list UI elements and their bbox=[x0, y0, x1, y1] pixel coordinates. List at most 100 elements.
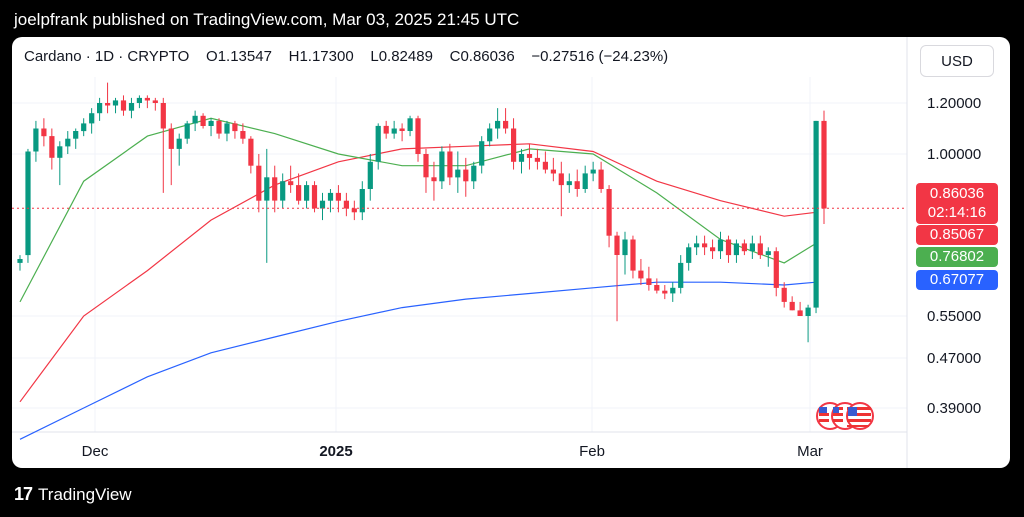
candle-body bbox=[304, 185, 310, 201]
candle-body bbox=[686, 247, 692, 263]
currency-button[interactable]: USD bbox=[920, 45, 994, 77]
candle-body bbox=[694, 243, 700, 248]
candle-body bbox=[638, 270, 644, 279]
candle-body bbox=[136, 97, 142, 103]
published-header: joelpfrank published on TradingView.com,… bbox=[14, 10, 520, 29]
candle-body bbox=[240, 131, 246, 139]
y-tick-label: 0.39000 bbox=[927, 400, 981, 417]
candle-body bbox=[288, 181, 294, 186]
tradingview-logo-icon: 17 bbox=[14, 484, 33, 504]
candle-body bbox=[423, 154, 429, 178]
ma-blue-line bbox=[19, 281, 817, 440]
candle-body bbox=[25, 151, 31, 256]
candle-body bbox=[614, 235, 620, 255]
candle-body bbox=[319, 200, 326, 209]
candle-body bbox=[399, 128, 405, 131]
x-tick-label: Feb bbox=[579, 443, 605, 460]
candle-body bbox=[184, 123, 190, 139]
y-tick-label: 1.00000 bbox=[927, 146, 981, 163]
candle-body bbox=[57, 146, 63, 158]
ma-red-badge: 0.85067 bbox=[916, 225, 998, 245]
x-tick-label: Dec bbox=[82, 443, 109, 460]
candle-body bbox=[407, 118, 413, 131]
candle-body bbox=[105, 103, 111, 106]
candle-body bbox=[590, 169, 596, 174]
candle-body bbox=[606, 189, 612, 236]
candle-body bbox=[216, 120, 222, 134]
candle-body bbox=[495, 120, 501, 129]
low-value: L0.82489 bbox=[370, 48, 433, 65]
candle-body bbox=[558, 173, 564, 186]
candle-body bbox=[757, 243, 763, 256]
ohlc-legend: Cardano · 1D · CRYPTO O1.13547 H1.17300 … bbox=[24, 48, 668, 65]
candle-body bbox=[296, 185, 302, 201]
candle-body bbox=[550, 169, 556, 174]
candle-body bbox=[160, 103, 166, 129]
candle-body bbox=[280, 181, 286, 201]
candle-body bbox=[479, 141, 485, 166]
candle-body bbox=[542, 161, 548, 170]
candle-body bbox=[749, 243, 755, 252]
candle-body bbox=[200, 115, 206, 126]
candle-body bbox=[487, 128, 493, 142]
candle-body bbox=[646, 278, 652, 285]
candle-body bbox=[343, 200, 349, 209]
candle-body bbox=[526, 154, 533, 158]
candle-body bbox=[256, 165, 262, 201]
candle-body bbox=[264, 177, 270, 201]
candle-body bbox=[511, 128, 517, 162]
chart-card: Dec 2025 Feb Mar 1.20000 1.00000 0.55000 0.470… bbox=[12, 37, 1010, 468]
candle-body bbox=[725, 239, 732, 256]
candle-body bbox=[503, 120, 509, 129]
candle-body bbox=[17, 259, 23, 263]
candle-body bbox=[120, 100, 127, 111]
candle-body bbox=[447, 151, 453, 178]
candle-body bbox=[144, 97, 150, 101]
tradingview-logo[interactable]: 17 TradingView bbox=[14, 484, 132, 505]
candle-body bbox=[566, 181, 572, 186]
candle-body bbox=[49, 136, 55, 158]
candle-body bbox=[662, 290, 668, 294]
ma-blue-badge: 0.67077 bbox=[916, 270, 998, 290]
candle-body bbox=[208, 120, 214, 126]
candle-body bbox=[702, 243, 708, 248]
moving-averages bbox=[19, 117, 817, 440]
grid-lines bbox=[12, 37, 908, 468]
candle-body bbox=[192, 115, 198, 124]
y-axis: 1.20000 1.00000 0.55000 0.47000 0.39000 bbox=[927, 95, 981, 417]
countdown-value: 02:14:16 bbox=[927, 204, 987, 221]
candle-body bbox=[97, 103, 103, 114]
candle-body bbox=[367, 161, 373, 189]
candle-body bbox=[375, 125, 381, 162]
candle-body bbox=[112, 100, 119, 106]
candle-body bbox=[439, 151, 445, 182]
candle-body bbox=[534, 157, 540, 162]
candle-body bbox=[351, 208, 357, 213]
candle-body bbox=[654, 285, 660, 291]
candle-body bbox=[168, 128, 174, 149]
candle-body bbox=[391, 128, 397, 134]
open-value: O1.13547 bbox=[206, 48, 272, 65]
y-tick-label: 0.55000 bbox=[927, 308, 981, 325]
x-axis: Dec 2025 Feb Mar bbox=[82, 443, 823, 460]
x-tick-label: 2025 bbox=[319, 443, 352, 460]
y-tick-label: 1.20000 bbox=[927, 95, 981, 112]
candle-body bbox=[335, 192, 341, 201]
candle-body bbox=[471, 165, 477, 182]
price-chart[interactable]: Dec 2025 Feb Mar 1.20000 1.00000 0.55000 0.470… bbox=[12, 37, 1010, 468]
symbol-label[interactable]: Cardano · 1D · CRYPTO bbox=[24, 48, 190, 65]
candle-body bbox=[232, 123, 238, 132]
y-tick-label: 0.47000 bbox=[927, 350, 981, 367]
last-price-badge: 0.86036 02:14:16 bbox=[916, 183, 998, 224]
candle-body bbox=[73, 131, 79, 139]
candle-body bbox=[518, 154, 525, 162]
candle-body bbox=[781, 287, 787, 302]
candle-body bbox=[33, 128, 39, 152]
us-flag-icon[interactable] bbox=[815, 401, 877, 431]
candle-body bbox=[821, 120, 827, 209]
candle-body bbox=[383, 125, 389, 134]
candle-body bbox=[630, 239, 636, 271]
candle-body bbox=[813, 120, 819, 308]
candle-body bbox=[789, 301, 795, 311]
candle-body bbox=[455, 169, 461, 178]
